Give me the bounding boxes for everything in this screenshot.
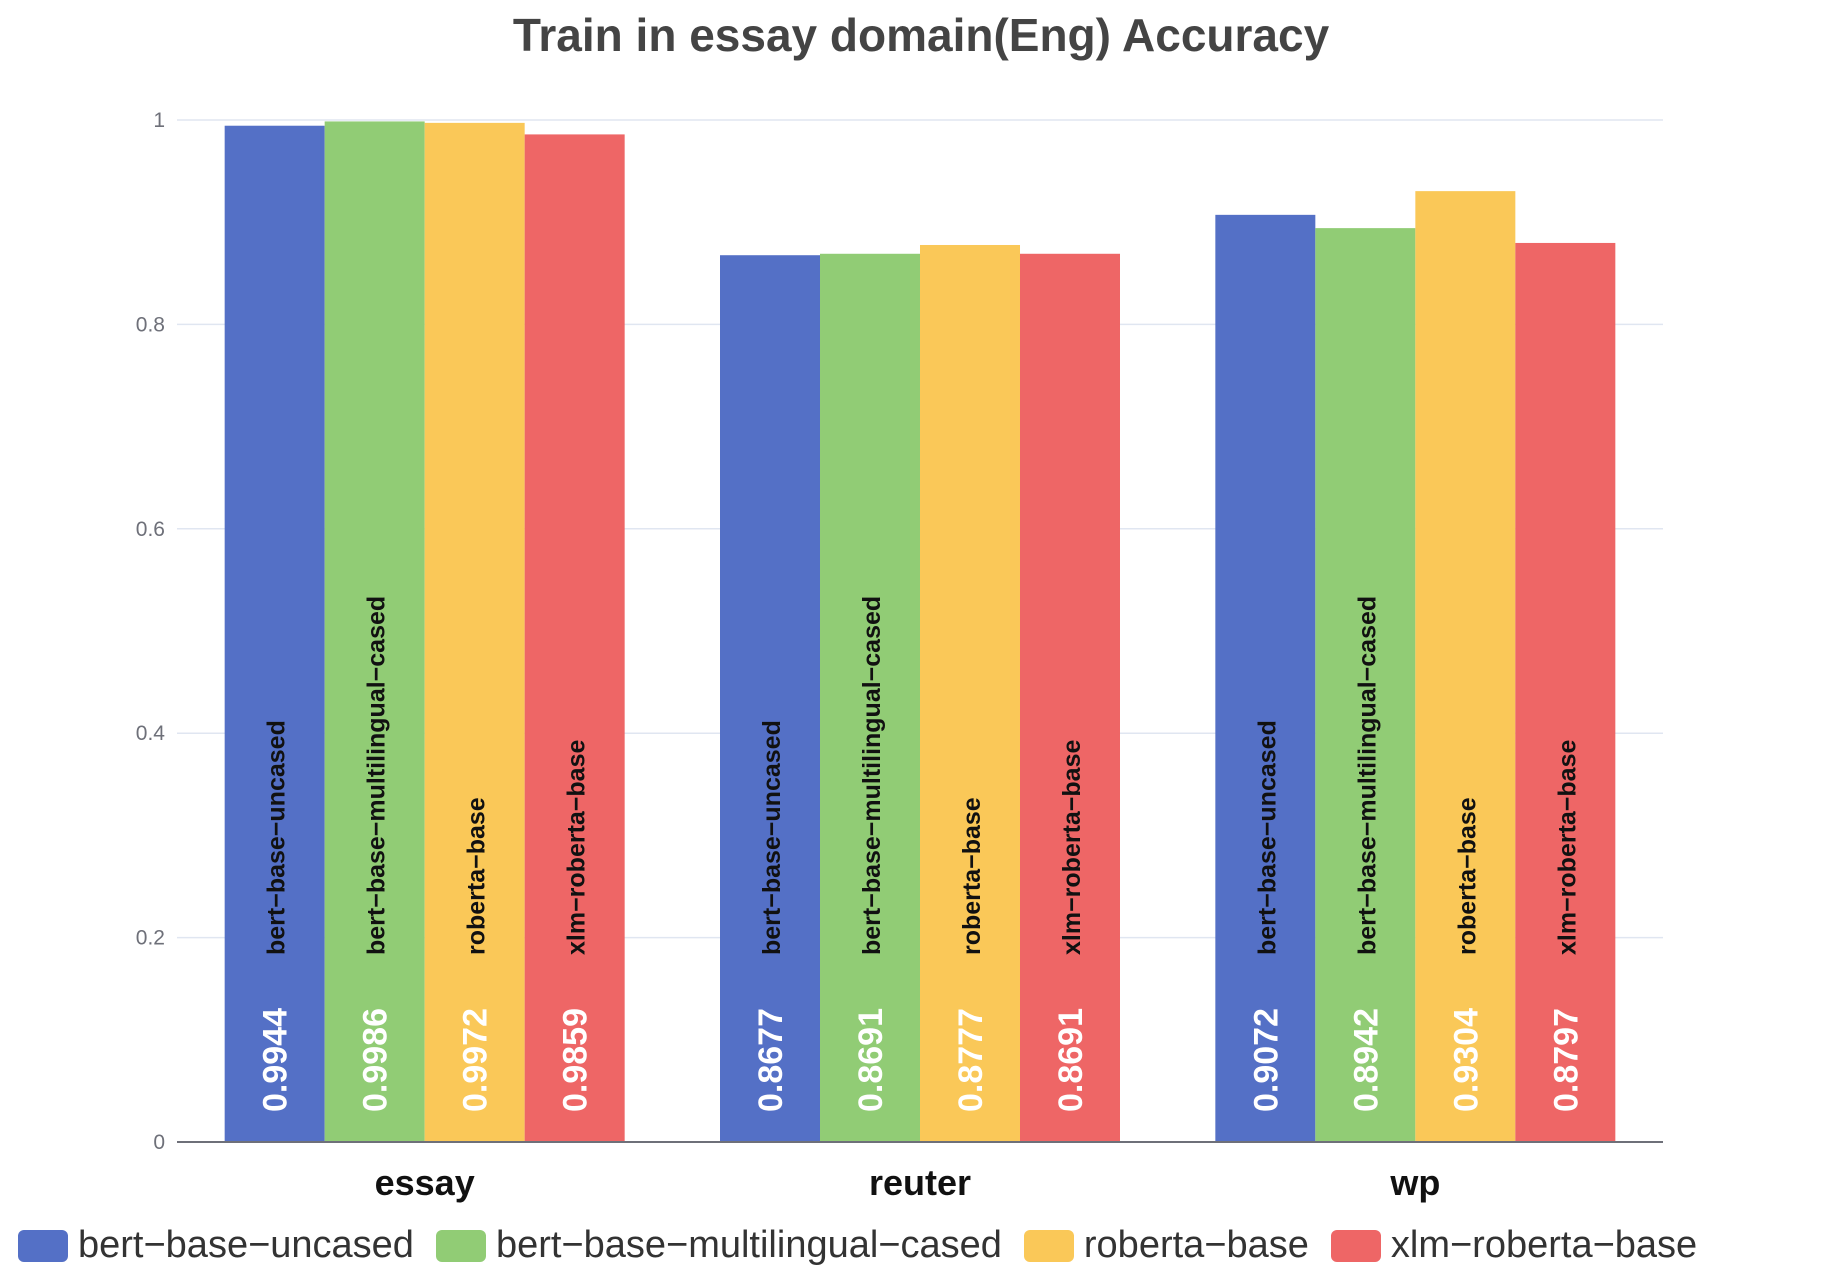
legend-label: roberta−base: [1083, 1224, 1309, 1266]
bar-value-label: 0.8797: [1547, 1008, 1585, 1112]
bar-value-label: 0.9944: [257, 1008, 295, 1112]
x-axis: essay reuter wp: [177, 1141, 1663, 1203]
bar-series-label: roberta−base: [958, 797, 986, 955]
bar-series-label: roberta−base: [463, 797, 491, 955]
y-tick-label: 1: [153, 109, 165, 132]
bar: [524, 134, 625, 1142]
y-tick-label: 0.6: [136, 518, 165, 541]
bar-value-label: 0.9986: [357, 1008, 395, 1112]
chart-title: Train in essay domain(Eng) Accuracy: [512, 9, 1330, 61]
legend-label: bert−base−uncased: [78, 1224, 414, 1266]
bar-value-label: 0.9072: [1247, 1008, 1285, 1112]
x-category-label: essay: [375, 1162, 475, 1203]
bar-series-label: bert−base−uncased: [758, 720, 786, 955]
legend-label: xlm−roberta−base: [1390, 1224, 1698, 1266]
bar-series-label: roberta−base: [1453, 797, 1481, 955]
bar-series-label: xlm−roberta−base: [1553, 740, 1581, 955]
bar-value-label: 0.9859: [557, 1008, 595, 1112]
bar-value-label: 0.8691: [1052, 1008, 1090, 1112]
legend-item[interactable]: bert−base−uncased: [18, 1224, 414, 1267]
bar-value-label: 0.9304: [1447, 1008, 1485, 1112]
x-category-label: wp: [1389, 1162, 1440, 1203]
bar: [424, 122, 525, 1143]
bar: [1020, 253, 1120, 1143]
legend-item[interactable]: roberta−base: [1023, 1224, 1309, 1267]
bar: [920, 244, 1020, 1142]
bar-value-label: 0.9972: [457, 1008, 495, 1112]
bar-series-label: bert−base−uncased: [263, 720, 291, 955]
bar: [1415, 191, 1516, 1142]
legend-label: bert−base−multilingual−cased: [495, 1224, 1002, 1266]
bar-series-label: bert−base−multilingual−cased: [858, 596, 886, 955]
legend: bert−base−uncased bert−base−multilingual−…: [18, 1224, 1719, 1267]
bar: [820, 253, 920, 1143]
bar: [1515, 242, 1616, 1142]
x-category-label: reuter: [869, 1162, 971, 1203]
bar: [1315, 228, 1416, 1143]
bar: [224, 125, 325, 1142]
bar-series-label: bert−base−multilingual−cased: [1353, 596, 1381, 955]
legend-swatch: [435, 1229, 486, 1262]
bar-series-label: xlm−roberta−base: [563, 740, 591, 955]
bars: 0.9944 bert−base−uncased 0.9986 bert−base−m…: [224, 121, 1616, 1143]
bar-value-label: 0.8677: [752, 1008, 790, 1112]
bar-series-label: bert−base−uncased: [1253, 720, 1281, 955]
bar-value-label: 0.8691: [852, 1008, 890, 1112]
legend-swatch: [1023, 1229, 1074, 1262]
legend-item[interactable]: bert−base−multilingual−cased: [435, 1224, 1002, 1267]
legend-swatch: [18, 1229, 68, 1262]
bar-series-label: xlm−roberta−base: [1058, 740, 1086, 955]
legend-item[interactable]: xlm−roberta−base: [1330, 1224, 1698, 1267]
y-tick-label: 0.8: [136, 313, 165, 336]
bar: [1215, 214, 1316, 1142]
y-tick-label: 0: [153, 1131, 165, 1154]
legend-swatch: [1330, 1229, 1381, 1262]
bar-value-label: 0.8777: [952, 1008, 990, 1112]
bar: [324, 121, 425, 1143]
y-axis: 0 0.2 0.4 0.6 0.8 1: [136, 109, 166, 1154]
y-tick-label: 0.4: [136, 722, 166, 745]
y-tick-label: 0.2: [136, 927, 165, 950]
bar-value-label: 0.8942: [1347, 1008, 1385, 1112]
bar: [720, 255, 820, 1143]
bar-series-label: bert−base−multilingual−cased: [363, 596, 391, 955]
